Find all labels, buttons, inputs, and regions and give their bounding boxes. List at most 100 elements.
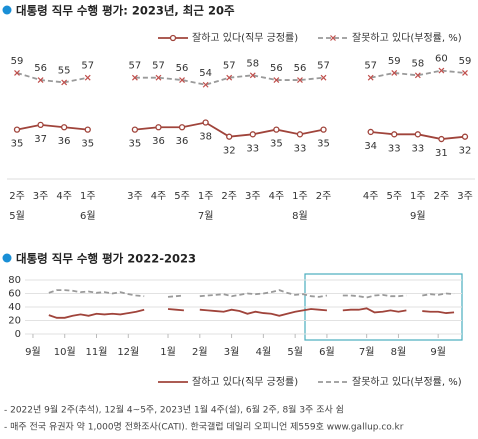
series-line [167, 294, 184, 298]
x-tick-label: 2주 [221, 191, 237, 202]
data-label: 58 [411, 58, 424, 69]
series-line [134, 74, 324, 86]
point [367, 128, 374, 136]
month-label: 8월 [292, 210, 308, 222]
y-tick-label: 40 [8, 302, 21, 313]
x-tick-label: 1월 [160, 346, 176, 358]
point [367, 74, 374, 81]
point [320, 126, 327, 133]
x-tick-label: 3주 [457, 191, 473, 202]
legend-label: 잘못하고 있다(부정률, %) [352, 375, 462, 388]
y-tick-label: 60 [8, 289, 21, 300]
data-label: 59 [388, 56, 401, 67]
point [155, 124, 162, 131]
data-label: 59 [459, 56, 472, 67]
point [13, 126, 21, 133]
series-line [199, 308, 328, 317]
series-line [342, 307, 407, 314]
x-tick-label: 4주 [151, 191, 167, 202]
data-label: 60 [435, 54, 448, 65]
data-label: 33 [246, 143, 259, 154]
series-line [422, 310, 455, 314]
x-tick-label: 1주 [410, 191, 426, 202]
point [131, 74, 138, 81]
x-tick-label: 7월 [359, 346, 375, 358]
series-line [167, 308, 184, 312]
x-tick-label: 1주 [198, 191, 214, 202]
data-label: 59 [11, 56, 24, 67]
point [249, 72, 256, 79]
point [320, 74, 327, 81]
chart-title: 대통령 직무 수행 평가 2022-2023 [16, 252, 196, 266]
month-label: 5월 [9, 210, 25, 222]
point [226, 133, 233, 140]
data-label: 55 [58, 65, 71, 76]
month-label: 7월 [198, 210, 214, 222]
data-label: 31 [435, 148, 448, 159]
data-label: 34 [364, 141, 377, 152]
y-tick-label: 80 [8, 275, 21, 286]
point [461, 133, 469, 140]
data-label: 33 [411, 143, 424, 154]
data-label: 35 [129, 139, 142, 150]
x-tick-label: 9월 [430, 346, 446, 358]
data-label: 57 [152, 61, 165, 72]
x-tick-label: 5월 [287, 346, 303, 358]
data-label: 36 [176, 136, 189, 147]
point [414, 131, 421, 138]
x-tick-label: 12월 [117, 346, 139, 358]
x-tick-label: 1주 [292, 191, 308, 202]
y-tick-label: 0 [15, 329, 21, 340]
point [202, 81, 209, 88]
data-label: 33 [388, 143, 401, 154]
legend-marker [169, 34, 177, 42]
series-line [370, 69, 466, 79]
legend-label: 잘하고 있다(직무 긍정률) [192, 31, 298, 44]
point [438, 135, 445, 143]
series-line [48, 289, 145, 298]
series-line [422, 292, 455, 297]
data-label: 35 [11, 139, 24, 150]
series-line [48, 308, 145, 319]
data-label: 57 [129, 61, 142, 72]
x-tick-label: 11월 [86, 346, 108, 358]
point [297, 77, 303, 83]
x-tick-label: 4주 [56, 191, 72, 202]
point [249, 131, 256, 138]
x-tick-label: 8월 [391, 346, 407, 358]
data-label: 57 [364, 61, 377, 72]
point [14, 70, 20, 76]
data-label: 56 [34, 63, 47, 74]
data-label: 36 [152, 136, 165, 147]
x-tick-label: 2주 [9, 191, 25, 202]
data-label: 57 [81, 61, 94, 72]
point [438, 67, 445, 74]
footnote: - 2022년 9월 2주(추석), 12월 4~5주, 2023년 1월 4주… [4, 404, 344, 416]
data-label: 35 [270, 139, 283, 150]
point [37, 77, 44, 83]
point [37, 121, 44, 129]
data-label: 32 [223, 146, 236, 157]
data-label: 56 [270, 63, 283, 74]
month-label: 9월 [410, 210, 426, 222]
series-line [342, 293, 407, 299]
footnote: - 매주 전국 유권자 약 1,000명 전화조사(CATI). 한국갤럽 데일… [4, 421, 404, 433]
x-tick-label: 1주 [80, 191, 96, 202]
x-tick-label: 3주 [245, 191, 261, 202]
point [462, 70, 468, 76]
data-label: 37 [34, 134, 47, 145]
data-label: 56 [176, 63, 189, 74]
x-tick-label: 10월 [54, 346, 76, 358]
data-label: 54 [199, 68, 212, 79]
data-label: 35 [317, 139, 330, 150]
point [84, 126, 91, 133]
x-tick-label: 3월 [224, 346, 240, 358]
point [179, 77, 185, 83]
x-tick-label: 4월 [256, 346, 272, 358]
data-label: 32 [459, 146, 472, 157]
point [273, 77, 280, 83]
series-line [199, 289, 328, 298]
y-tick-label: 20 [8, 316, 21, 327]
point [202, 119, 209, 126]
